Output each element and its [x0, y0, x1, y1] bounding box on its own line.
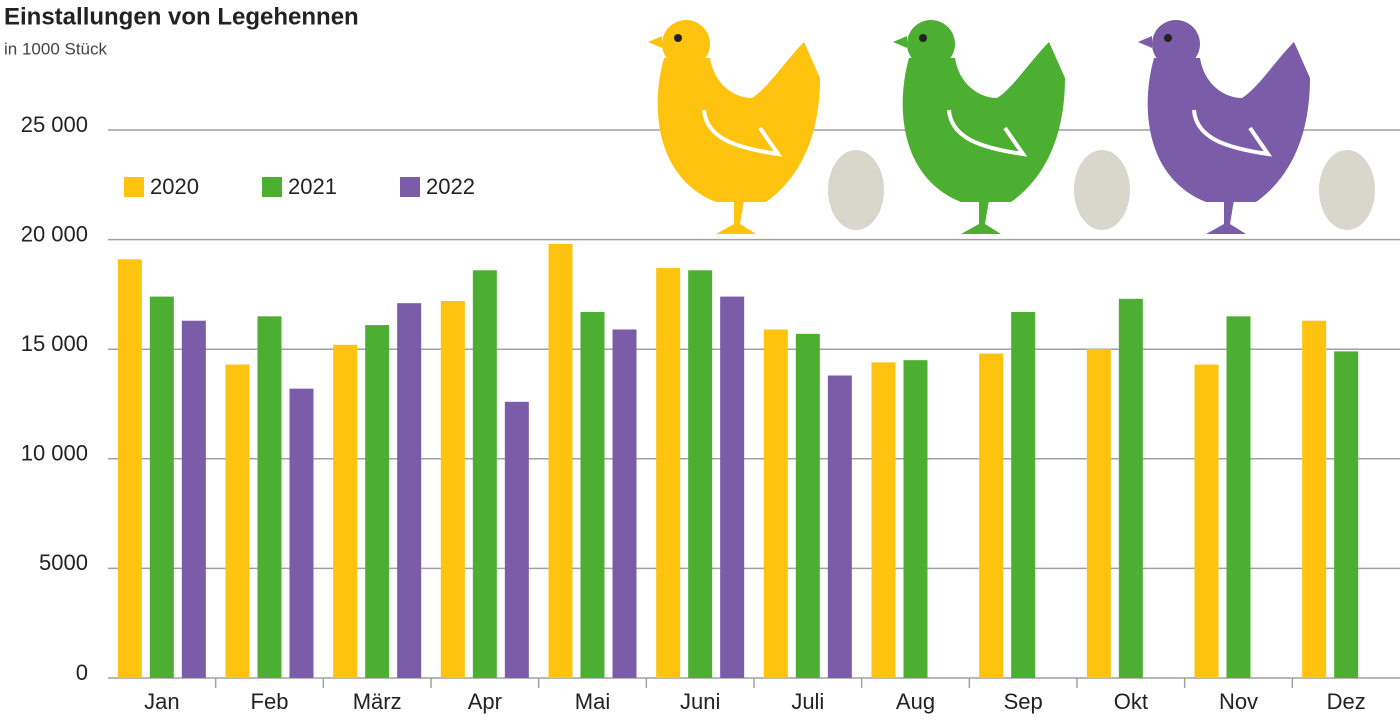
legend-label: 2022: [426, 174, 475, 199]
bar: [149, 296, 174, 678]
chart-title: Einstallungen von Legehennen: [4, 3, 359, 30]
x-tick-label: Aug: [896, 689, 935, 714]
bar: [903, 360, 928, 678]
legend-label: 2021: [288, 174, 337, 199]
bar: [1302, 320, 1327, 678]
y-tick-label: 5000: [39, 550, 88, 575]
y-tick-label: 15 000: [21, 331, 88, 356]
y-tick-label: 10 000: [21, 441, 88, 466]
bar: [1194, 364, 1219, 678]
bar: [333, 344, 358, 678]
bar: [763, 329, 788, 678]
x-tick-label: März: [353, 689, 402, 714]
bar: [720, 296, 745, 678]
x-tick-label: Juli: [791, 689, 824, 714]
chart-subtitle: in 1000 Stück: [4, 39, 108, 58]
bar: [827, 375, 852, 678]
bar: [289, 388, 314, 678]
x-tick-label: Dez: [1327, 689, 1366, 714]
bar: [472, 270, 497, 678]
bar: [656, 268, 681, 678]
legend-swatch: [400, 177, 420, 197]
legend-swatch: [124, 177, 144, 197]
bar: [548, 243, 573, 678]
bar: [1334, 351, 1359, 678]
bar: [1226, 316, 1251, 678]
bar: [181, 320, 206, 678]
hen: [893, 20, 1065, 234]
bar: [871, 362, 896, 678]
bar: [979, 353, 1004, 678]
bar: [397, 303, 422, 678]
bar: [612, 329, 637, 678]
x-tick-label: Mai: [575, 689, 610, 714]
bar: [688, 270, 713, 678]
hen: [648, 20, 820, 234]
decoration: [648, 20, 1375, 234]
bar: [257, 316, 282, 678]
bar: [117, 259, 142, 678]
x-tick-label: Jan: [144, 689, 179, 714]
bar: [1086, 349, 1111, 678]
bar: [1011, 311, 1036, 678]
x-tick-label: Juni: [680, 689, 720, 714]
bar: [504, 401, 529, 678]
x-tick-label: Sep: [1004, 689, 1043, 714]
x-tick-label: Okt: [1114, 689, 1148, 714]
legend-swatch: [262, 177, 282, 197]
bar: [440, 300, 465, 678]
bar: [225, 364, 250, 678]
bar: [580, 311, 605, 678]
y-tick-label: 20 000: [21, 221, 88, 246]
bar: [365, 325, 390, 678]
hen: [1138, 20, 1310, 234]
bar: [795, 333, 820, 678]
bar: [1118, 298, 1143, 678]
legend-label: 2020: [150, 174, 199, 199]
y-tick-label: 25 000: [21, 112, 88, 137]
x-tick-label: Apr: [468, 689, 502, 714]
x-tick-label: Nov: [1219, 689, 1258, 714]
x-tick-label: Feb: [251, 689, 289, 714]
y-tick-label: 0: [76, 660, 88, 685]
